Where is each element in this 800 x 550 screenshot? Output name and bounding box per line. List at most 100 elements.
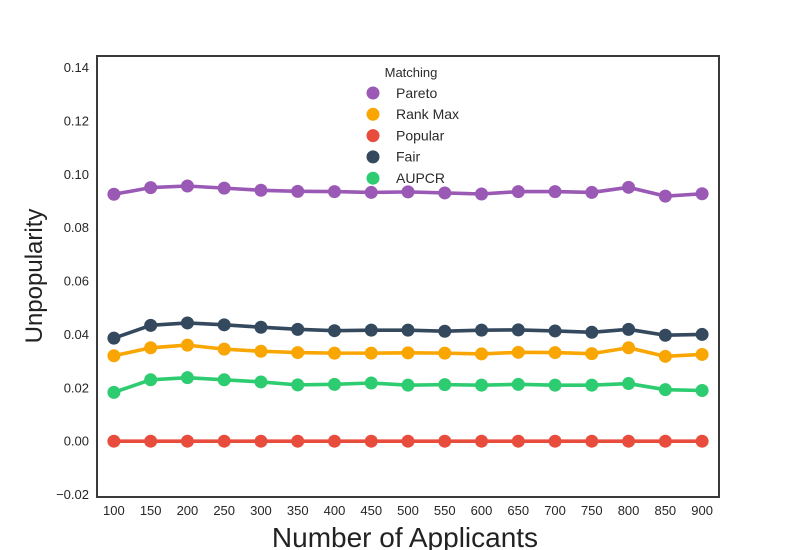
data-point-marker (291, 434, 305, 448)
data-point-marker (107, 331, 121, 345)
data-point-marker (511, 345, 525, 359)
legend-entry-label: Popular (396, 127, 445, 143)
data-point-marker (327, 434, 341, 448)
data-point-marker (180, 434, 194, 448)
data-point-marker (695, 383, 709, 397)
data-point-marker (107, 349, 121, 363)
series-pareto (107, 179, 709, 203)
y-axis-label: Unpopularity (21, 209, 48, 344)
legend-marker-icon (366, 150, 380, 164)
data-point-marker (217, 318, 231, 332)
series-aupcr (107, 371, 709, 399)
data-point-marker (364, 323, 378, 337)
y-tick-label: −0.02 (56, 487, 89, 502)
data-point-marker (254, 320, 268, 334)
data-point-marker (548, 378, 562, 392)
data-point-marker (475, 434, 489, 448)
series-rank-max (107, 338, 709, 363)
x-tick-label: 900 (691, 503, 713, 518)
data-point-marker (585, 185, 599, 199)
legend-entry-fair: Fair (366, 149, 420, 165)
data-point-marker (180, 316, 194, 330)
x-tick-label: 350 (287, 503, 309, 518)
data-point-marker (658, 383, 672, 397)
x-tick-label: 450 (360, 503, 382, 518)
data-point-marker (475, 187, 489, 201)
data-point-marker (438, 324, 452, 338)
y-tick-label: 0.06 (64, 274, 89, 289)
data-point-marker (548, 434, 562, 448)
data-point-marker (401, 346, 415, 360)
data-point-marker (658, 349, 672, 363)
legend-entry-label: Fair (396, 149, 420, 165)
y-tick-label: 0.10 (64, 167, 89, 182)
x-tick-label: 500 (397, 503, 419, 518)
data-point-marker (585, 325, 599, 339)
data-point-marker (658, 434, 672, 448)
data-point-marker (695, 347, 709, 361)
data-point-marker (622, 341, 636, 355)
data-point-marker (217, 434, 231, 448)
data-point-marker (438, 434, 452, 448)
data-point-marker (475, 378, 489, 392)
x-axis-label: Number of Applicants (272, 522, 538, 550)
data-point-marker (364, 185, 378, 199)
data-point-marker (475, 347, 489, 361)
legend-marker-icon (366, 171, 380, 185)
legend-entry-label: AUPCR (396, 170, 445, 186)
data-point-marker (622, 377, 636, 391)
data-point-marker (364, 434, 378, 448)
legend-marker-icon (366, 107, 380, 121)
data-point-marker (144, 181, 158, 195)
data-point-marker (327, 377, 341, 391)
data-point-marker (217, 373, 231, 387)
data-point-marker (695, 187, 709, 201)
y-tick-label: 0.14 (64, 60, 89, 75)
legend-entries: Pareto Rank Max Popular Fair AUPCR (366, 85, 459, 186)
data-point-marker (217, 181, 231, 195)
data-point-marker (511, 377, 525, 391)
x-tick-label: 550 (434, 503, 456, 518)
legend: Matching Pareto Rank Max Popular Fair AUPCR (366, 65, 459, 186)
data-point-marker (107, 187, 121, 201)
data-point-marker (622, 322, 636, 336)
series-popular (107, 434, 709, 448)
x-tick-label: 650 (507, 503, 529, 518)
y-tick-label: 0.08 (64, 220, 89, 235)
data-point-marker (475, 323, 489, 337)
data-point-marker (144, 318, 158, 332)
data-point-marker (217, 342, 231, 356)
data-point-marker (695, 434, 709, 448)
data-point-marker (658, 328, 672, 342)
y-tick-label: 0.02 (64, 380, 89, 395)
x-tick-label: 200 (177, 503, 199, 518)
x-tick-label: 600 (471, 503, 493, 518)
legend-entry-popular: Popular (366, 127, 445, 143)
data-point-marker (180, 338, 194, 352)
data-point-marker (401, 434, 415, 448)
x-tick-label: 300 (250, 503, 272, 518)
data-point-marker (622, 180, 636, 194)
x-tick-label: 100 (103, 503, 125, 518)
x-tick-label: 400 (324, 503, 346, 518)
data-point-marker (144, 341, 158, 355)
legend-entry-rank-max: Rank Max (366, 106, 459, 122)
data-point-marker (180, 371, 194, 385)
x-tick-label: 850 (654, 503, 676, 518)
data-point-marker (107, 385, 121, 399)
data-point-marker (622, 434, 636, 448)
legend-marker-icon (366, 129, 380, 143)
data-point-marker (180, 179, 194, 193)
data-point-marker (254, 375, 268, 389)
legend-entry-pareto: Pareto (366, 85, 437, 101)
data-point-marker (548, 185, 562, 199)
data-point-marker (291, 322, 305, 336)
data-point-marker (144, 373, 158, 387)
data-point-marker (144, 434, 158, 448)
data-point-marker (548, 324, 562, 338)
data-point-marker (254, 183, 268, 197)
data-point-marker (364, 376, 378, 390)
x-tick-label: 800 (618, 503, 640, 518)
